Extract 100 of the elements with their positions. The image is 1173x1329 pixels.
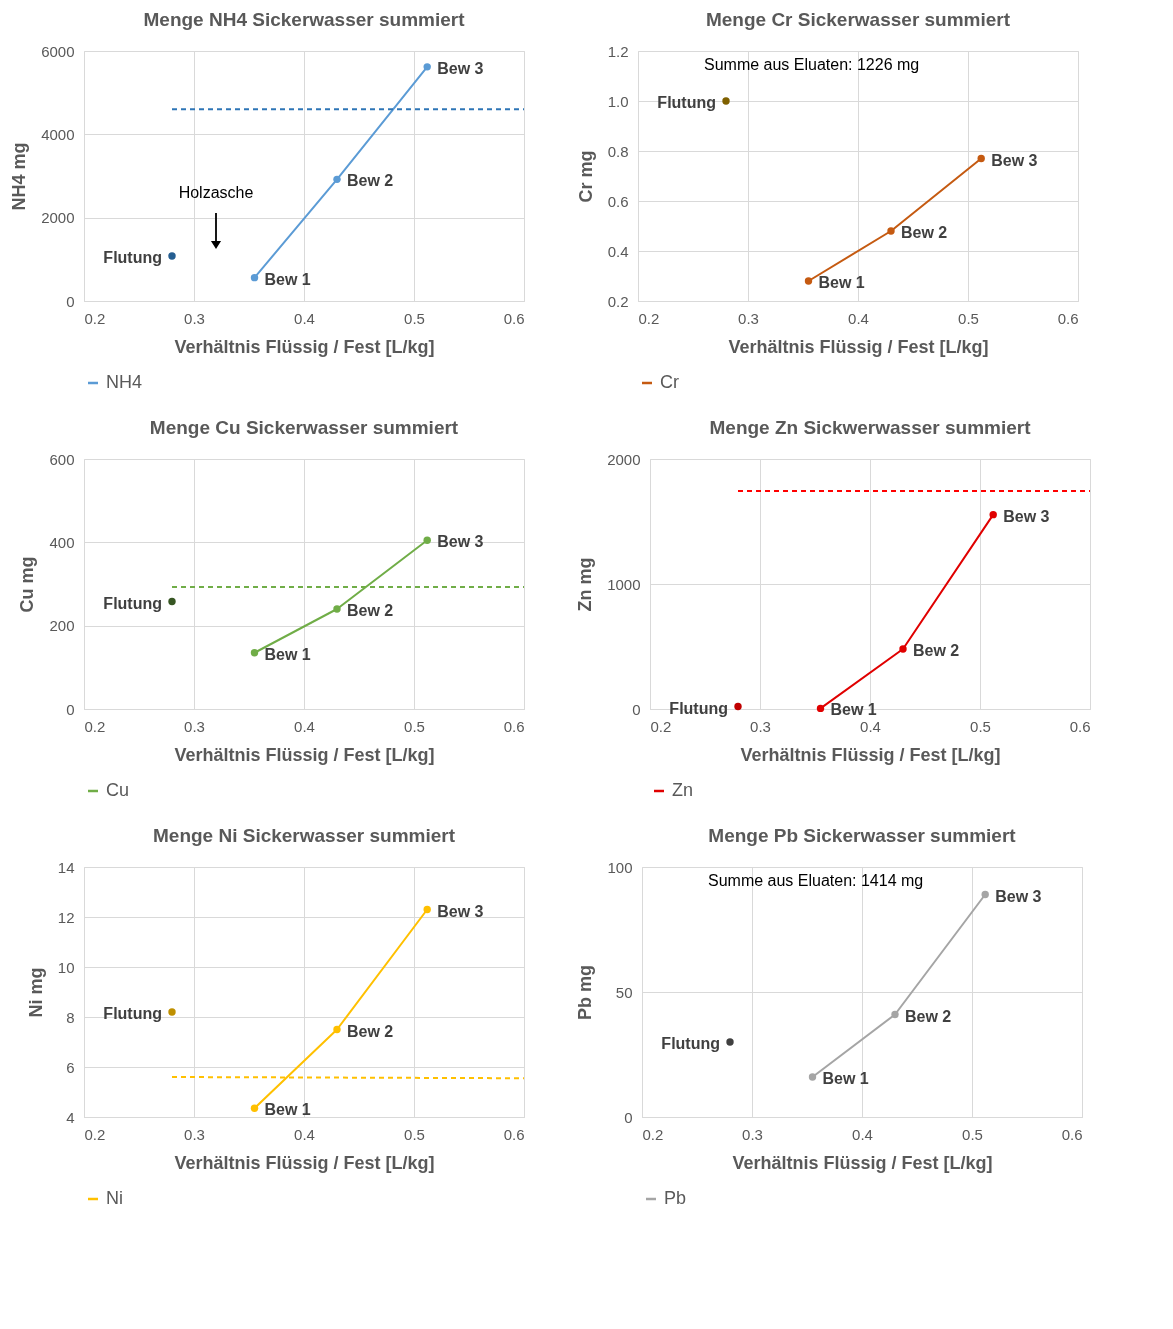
y-tick-label: 0.4 <box>607 242 629 260</box>
y-tick-label: 1.2 <box>607 42 629 60</box>
x-tick-label: 0.5 <box>962 1125 983 1143</box>
y-tick-label: 50 <box>615 983 633 1001</box>
y-tick-label: 100 <box>607 858 633 876</box>
x-axis-title: Verhältnis Flüssig / Fest [L/kg] <box>174 336 435 357</box>
y-tick-label: 600 <box>49 450 75 468</box>
x-tick-label: 0.5 <box>404 717 425 735</box>
annotation: Holzasche <box>178 184 254 201</box>
x-axis-title: Verhältnis Flüssig / Fest [L/kg] <box>732 1152 993 1173</box>
y-tick-label: 0.2 <box>607 292 629 310</box>
annotation: Bew 2 <box>347 172 394 190</box>
y-axis-title: Zn mg <box>575 557 596 612</box>
y-tick-label: 14 <box>57 858 75 876</box>
annotation: Bew 3 <box>995 887 1042 905</box>
x-tick-label: 0.3 <box>184 309 205 327</box>
y-tick-label: 8 <box>66 1008 75 1026</box>
legend-label: Zn <box>672 780 694 800</box>
x-tick-label: 0.2 <box>84 717 106 735</box>
x-tick-label: 0.3 <box>184 1125 205 1143</box>
annotation: Flutung <box>103 1005 162 1022</box>
x-tick-label: 0.2 <box>642 1125 664 1143</box>
chart-title: Menge Cr Sickerwasser summiert <box>705 9 1011 30</box>
x-tick-label: 0.3 <box>750 717 771 735</box>
annotation: Summe aus Eluaten: 1414 mg <box>708 872 924 889</box>
y-tick-label: 4000 <box>41 125 75 143</box>
y-tick-label: 12 <box>57 908 75 926</box>
x-axis-title: Verhältnis Flüssig / Fest [L/kg] <box>174 744 435 765</box>
x-axis-title: Verhältnis Flüssig / Fest [L/kg] <box>174 1152 435 1173</box>
y-tick-label: 0 <box>624 1108 633 1126</box>
annotation: Flutung <box>103 249 162 266</box>
y-tick-label: 6 <box>66 1058 75 1076</box>
x-tick-label: 0.2 <box>84 1125 106 1143</box>
legend-label: Pb <box>664 1188 687 1208</box>
annotation: Bew 2 <box>347 1022 394 1040</box>
x-axis-title: Verhältnis Flüssig / Fest [L/kg] <box>728 336 989 357</box>
annotation: Bew 1 <box>264 270 311 288</box>
y-tick-label: 200 <box>49 617 75 635</box>
annotation: Bew 2 <box>347 602 394 619</box>
annotation: Flutung <box>661 1035 720 1052</box>
y-tick-label: 6000 <box>41 42 75 60</box>
legend-label: Cu <box>106 780 130 800</box>
x-tick-label: 0.4 <box>848 309 869 327</box>
x-tick-label: 0.4 <box>860 717 881 735</box>
x-tick-label: 0.2 <box>84 309 106 327</box>
chart-title: Menge Cu Sickerwasser summiert <box>149 417 459 438</box>
y-axis-title: NH4 mg <box>9 142 30 211</box>
annotation: Bew 2 <box>901 224 948 241</box>
x-tick-label: 0.4 <box>294 717 315 735</box>
legend-label: Ni <box>106 1188 123 1208</box>
y-tick-label: 10 <box>57 958 75 976</box>
y-tick-label: 4 <box>66 1108 75 1126</box>
annotation: Bew 2 <box>905 1007 952 1025</box>
x-tick-label: 0.3 <box>742 1125 763 1143</box>
y-axis-title: Ni mg <box>25 967 46 1018</box>
y-tick-label: 1.0 <box>607 92 629 110</box>
annotation: Flutung <box>669 699 728 717</box>
x-tick-label: 0.2 <box>650 717 672 735</box>
annotation: Summe aus Eluaten: 1226 mg <box>704 56 920 73</box>
x-tick-label: 0.6 <box>1061 1125 1083 1143</box>
x-axis-title: Verhältnis Flüssig / Fest [L/kg] <box>740 744 1001 765</box>
annotation: Bew 3 <box>437 902 484 920</box>
legend-label: Cr <box>660 372 679 392</box>
x-tick-label: 0.4 <box>294 309 315 327</box>
y-tick-label: 0 <box>66 292 75 310</box>
x-tick-label: 0.3 <box>184 717 205 735</box>
annotation: Bew 3 <box>437 59 484 77</box>
y-tick-label: 1000 <box>607 575 641 593</box>
x-tick-label: 0.4 <box>852 1125 873 1143</box>
y-tick-label: 0.8 <box>607 142 629 160</box>
x-tick-label: 0.2 <box>638 309 660 327</box>
annotation: Flutung <box>657 94 716 111</box>
y-axis-title: Cu mg <box>17 556 38 613</box>
x-tick-label: 0.5 <box>404 309 425 327</box>
x-tick-label: 0.6 <box>503 309 525 327</box>
x-tick-label: 0.5 <box>970 717 991 735</box>
annotation: Bew 3 <box>991 151 1038 169</box>
x-tick-label: 0.6 <box>503 717 525 735</box>
annotation: Bew 1 <box>264 645 311 663</box>
x-tick-label: 0.6 <box>1069 717 1091 735</box>
annotation: Bew 3 <box>437 533 484 551</box>
x-tick-label: 0.4 <box>294 1125 315 1143</box>
x-tick-label: 0.3 <box>738 309 759 327</box>
chart-title: Menge Ni Sickerwasser summiert <box>152 825 456 846</box>
x-tick-label: 0.6 <box>1057 309 1079 327</box>
y-tick-label: 0 <box>66 700 75 718</box>
annotation: Bew 3 <box>1003 507 1050 525</box>
y-tick-label: 400 <box>49 533 75 551</box>
annotation: Bew 1 <box>264 1101 311 1119</box>
y-axis-title: Pb mg <box>575 964 596 1021</box>
legend-label: NH4 <box>106 372 143 392</box>
annotation: Bew 2 <box>913 642 960 659</box>
x-tick-label: 0.5 <box>958 309 979 327</box>
chart-title: Menge NH4 Sickerwasser summiert <box>143 9 466 30</box>
y-tick-label: 0.6 <box>607 192 629 210</box>
y-tick-label: 2000 <box>41 209 75 227</box>
annotation: Flutung <box>103 594 162 612</box>
annotation: Bew 1 <box>822 1070 869 1087</box>
chart-title: Menge Zn Sickwerwasser summiert <box>709 417 1032 438</box>
x-tick-label: 0.6 <box>503 1125 525 1143</box>
